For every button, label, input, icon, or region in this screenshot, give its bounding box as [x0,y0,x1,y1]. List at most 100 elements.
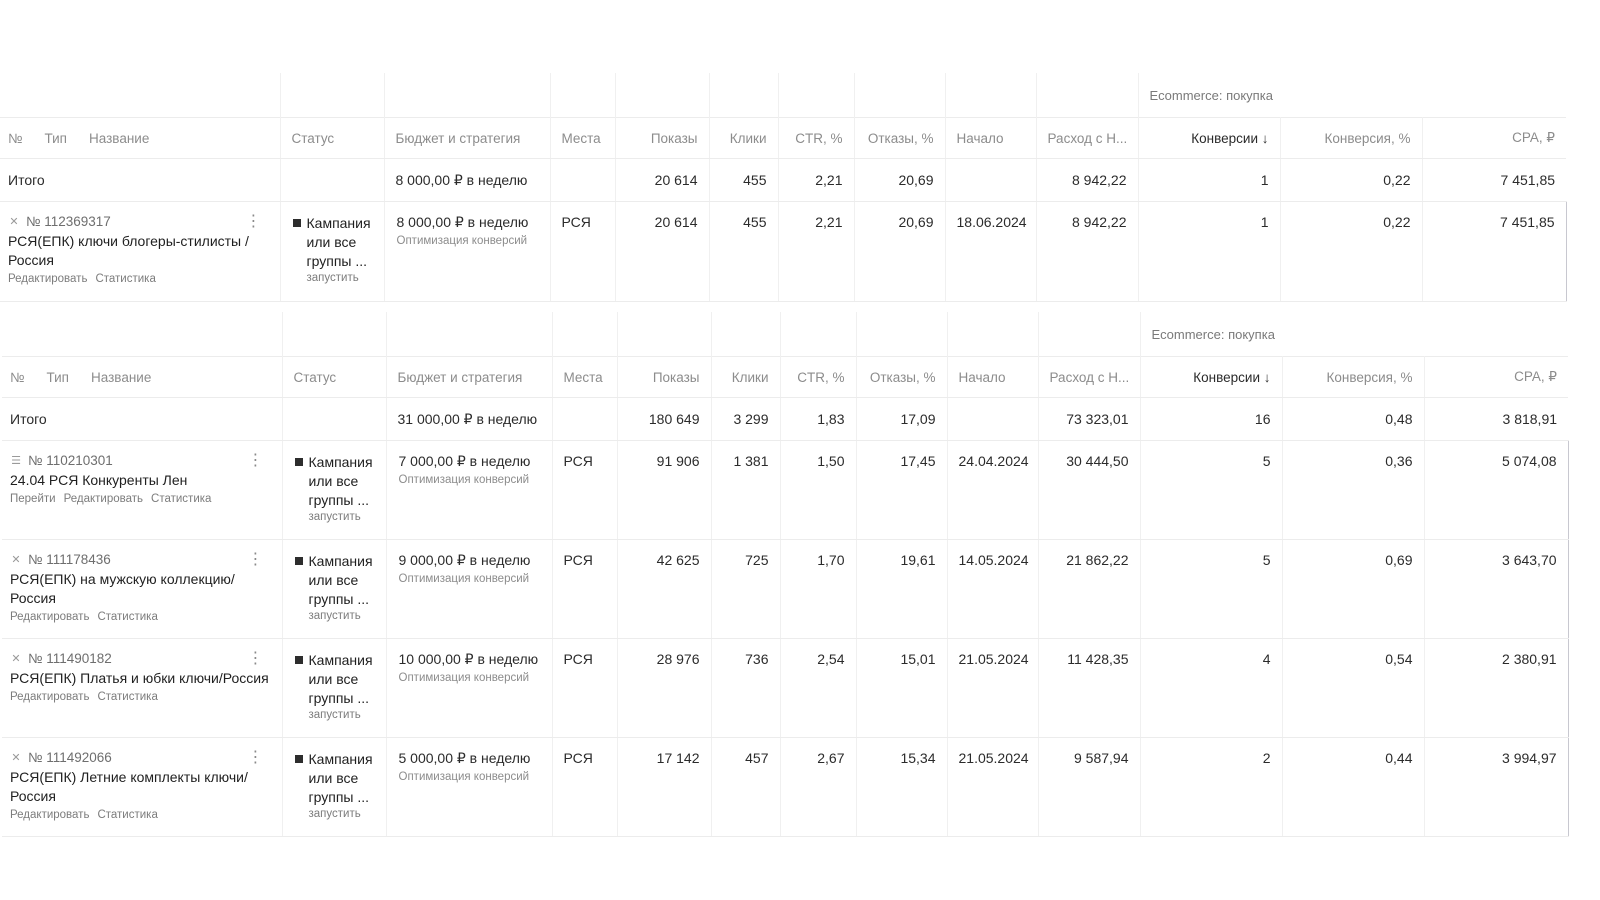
conversions-value: 5 [1139,440,1283,540]
edit-link[interactable]: Редактировать [10,809,90,821]
spend-header[interactable]: Расход с Н... [1036,117,1139,159]
list-icon: ☰ [11,455,21,467]
campaign-name-cell: ☰ № 110210301 ⋮ 24.04 РСЯ Конкуренты Лен… [2,440,283,540]
ctr-header[interactable]: CTR, % [778,117,855,159]
budget-cell: 9 000,00 ₽ в неделю Оптимизация конверси… [386,539,553,639]
start-campaign-link[interactable]: запустить [306,272,359,284]
budget-value[interactable]: 9 000,00 ₽ в неделю [398,552,531,568]
campaign-row[interactable]: ✕ № 111490182 ⋮ РСЯ(ЕПК) Платья и юбки к… [2,638,1569,738]
conversions-value: 4 [1139,638,1283,738]
name-header[interactable]: Название [89,130,150,146]
budget-value[interactable]: 10 000,00 ₽ в неделю [398,651,539,667]
campaign-name-cell: ✕ № 111178436 ⋮ РСЯ(ЕПК) на мужскую колл… [2,539,283,639]
conversions-value: 2 [1139,737,1283,837]
campaign-name[interactable]: РСЯ(ЕПК) на мужскую коллекцию/Россия [10,571,235,606]
total-budget: 8 000,00 ₽ в неделю [384,158,551,202]
edit-link[interactable]: Редактировать [8,273,88,285]
clicks-header[interactable]: Клики [711,356,781,398]
type-header[interactable]: Тип [46,369,69,385]
impressions-header[interactable]: Показы [617,356,712,398]
status-square-icon [294,656,303,664]
conversions-value: 1 [1137,201,1281,302]
campaign-name[interactable]: РСЯ(ЕПК) ключи блогеры-стилисты / Россия [8,233,249,268]
start-header[interactable]: Начало [945,117,1037,159]
campaign-row[interactable]: ☰ № 110210301 ⋮ 24.04 РСЯ Конкуренты Лен… [2,440,1569,540]
status-text: Кампания или все группы ... [308,454,373,508]
start-campaign-link[interactable]: запустить [308,808,361,820]
budget-value[interactable]: 8 000,00 ₽ в неделю [396,214,529,230]
go-link[interactable]: Перейти [10,493,56,505]
more-menu-icon[interactable]: ⋮ [247,452,264,469]
statistics-link[interactable]: Статистика [97,809,158,821]
spend-header[interactable]: Расход с Н... [1038,356,1141,398]
places-header[interactable]: Места [550,117,616,159]
conversions-header[interactable]: Конверсии ↓ [1138,117,1281,159]
conv-rate-header[interactable]: Конверсия, % [1282,356,1425,398]
statistics-link[interactable]: Статистика [151,493,212,505]
campaign-row[interactable]: ✕ № 111178436 ⋮ РСЯ(ЕПК) на мужскую колл… [2,539,1569,639]
more-menu-icon[interactable]: ⋮ [247,650,264,667]
start-campaign-link[interactable]: запустить [308,709,361,721]
statistics-link[interactable]: Статистика [95,273,156,285]
campaign-row[interactable]: ✕ № 112369317 ⋮ РСЯ(ЕПК) ключи блогеры-с… [0,201,1567,302]
clicks-value: 725 [711,539,781,639]
spend-value: 21 862,22 [1038,539,1141,639]
bounces-value: 17,45 [856,440,948,540]
start-header[interactable]: Начало [947,356,1039,398]
total-clicks: 3 299 [711,397,781,441]
campaign-id: № 111490182 [28,651,112,666]
clicks-value: 457 [711,737,781,837]
ctr-header[interactable]: CTR, % [780,356,857,398]
conversions-header[interactable]: Конверсии ↓ [1140,356,1283,398]
status-square-icon [294,755,303,763]
campaign-id: № 111178436 [28,552,111,567]
edit-link[interactable]: Редактировать [63,493,144,505]
budget-header[interactable]: Бюджет и стратегия [386,356,553,398]
number-header[interactable]: № [10,369,25,385]
campaign-name[interactable]: РСЯ(ЕПК) Летние комплекты ключи/ Россия [10,769,248,804]
campaign-row[interactable]: ✕ № 111492066 ⋮ РСЯ(ЕПК) Летние комплект… [2,737,1569,837]
start-campaign-link[interactable]: запустить [308,511,361,523]
impressions-value: 42 625 [617,539,712,639]
clicks-header[interactable]: Клики [709,117,779,159]
number-header[interactable]: № [8,130,23,146]
column-header-row: № Тип Название Статус Бюджет и стратегия… [2,356,1569,398]
bounces-header[interactable]: Отказы, % [854,117,946,159]
campaign-table-1: Ecommerce: покупка № Тип Название Статус… [0,73,1567,302]
statistics-link[interactable]: Статистика [97,691,158,703]
campaign-name[interactable]: РСЯ(ЕПК) Платья и юбки ключи/Россия [10,670,269,686]
cpa-header[interactable]: CPA, ₽ [1422,117,1567,159]
edit-link[interactable]: Редактировать [10,691,90,703]
more-menu-icon[interactable]: ⋮ [247,551,264,568]
ctr-value: 2,67 [780,737,857,837]
cpa-value: 3 994,97 [1424,737,1569,837]
total-conversions: 1 [1138,158,1281,202]
cpa-header[interactable]: CPA, ₽ [1424,356,1569,398]
spend-value: 9 587,94 [1038,737,1141,837]
header-group-row: Ecommerce: покупка [2,312,1568,357]
type-header[interactable]: Тип [44,130,67,146]
budget-header[interactable]: Бюджет и стратегия [384,117,551,159]
bounces-header[interactable]: Отказы, % [856,356,948,398]
bounces-value: 19,61 [856,539,948,639]
name-header[interactable]: Название [91,369,152,385]
status-header[interactable]: Статус [282,356,387,398]
impressions-header[interactable]: Показы [615,117,710,159]
total-row: Итого 31 000,00 ₽ в неделю 180 649 3 299… [2,397,1569,441]
status-text: Кампания или все группы ... [306,215,371,269]
places-header[interactable]: Места [552,356,618,398]
conv-rate-header[interactable]: Конверсия, % [1280,117,1423,159]
start-campaign-link[interactable]: запустить [308,610,361,622]
statistics-link[interactable]: Статистика [97,611,158,623]
more-menu-icon[interactable]: ⋮ [247,749,264,766]
budget-value[interactable]: 5 000,00 ₽ в неделю [398,750,531,766]
clicks-value: 736 [711,638,781,738]
more-menu-icon[interactable]: ⋮ [245,213,262,230]
campaign-name[interactable]: 24.04 РСЯ Конкуренты Лен [10,472,188,488]
edit-link[interactable]: Редактировать [10,611,90,623]
total-cpa: 3 818,91 [1424,397,1569,441]
places-value: РСЯ [552,539,618,639]
status-header[interactable]: Статус [280,117,385,159]
budget-value[interactable]: 7 000,00 ₽ в неделю [398,453,531,469]
total-label: Итого [2,397,283,441]
